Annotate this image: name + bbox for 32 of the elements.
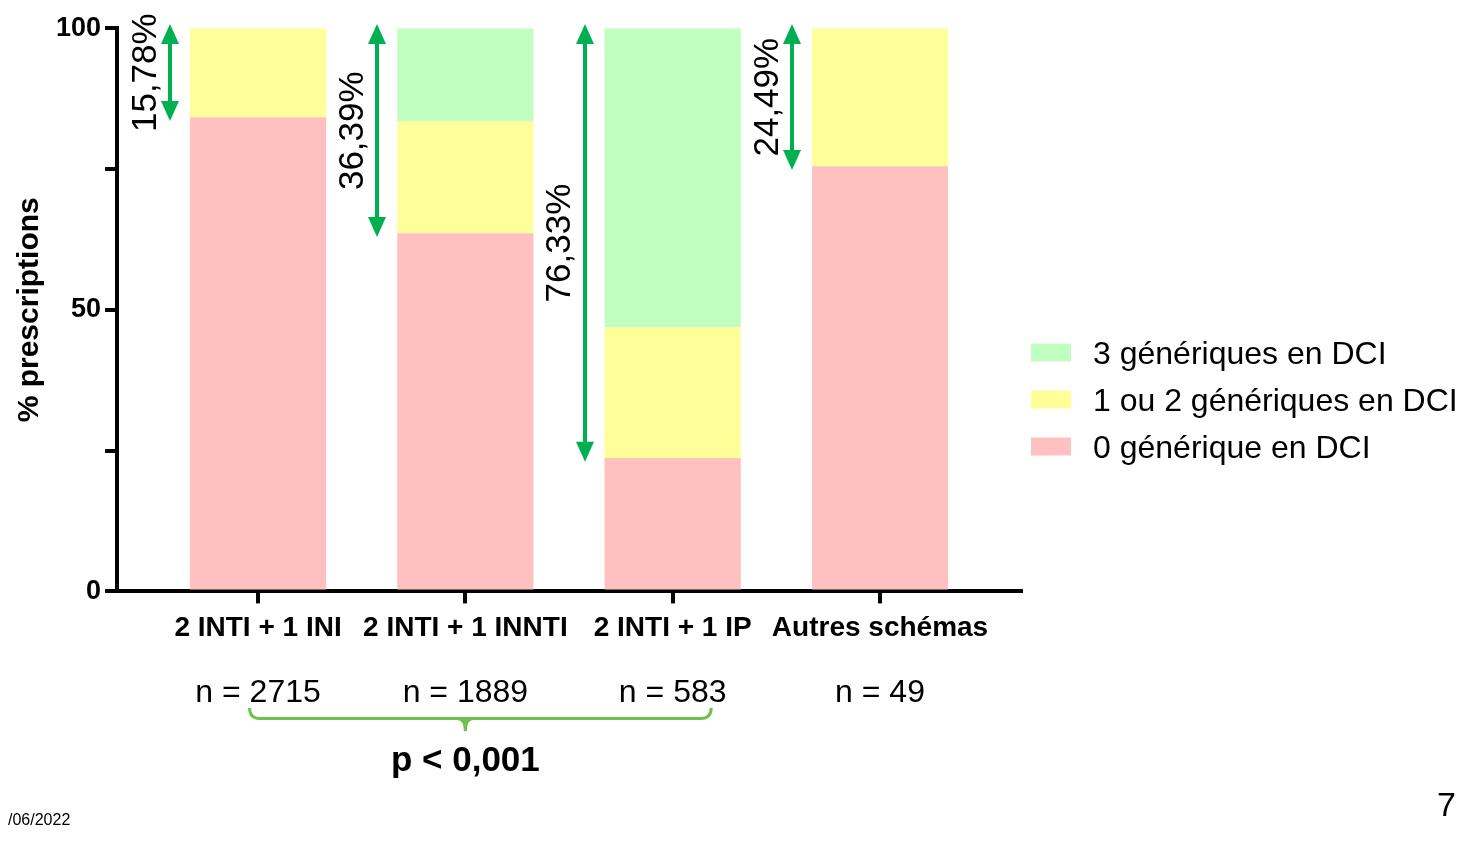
y-tick-label: 100 [55,11,102,42]
annotation: 24,49% [745,37,785,157]
legend-label: 3 génériques en DCI [1093,334,1387,372]
text: n = 583 [618,673,727,710]
text: /06/2022 [8,811,71,829]
annotation: 36,39% [330,71,370,191]
bar [604,327,741,458]
x-tick-label: Autres schémas [771,610,989,642]
annotation: 15,78% [123,13,163,133]
annotation: 76,33% [538,183,578,303]
bar [397,121,534,234]
text: p < 0,001 [390,739,540,779]
bar [397,28,534,122]
bar [189,117,327,590]
y-tick-label: 0 [86,574,102,605]
legend-label: 0 générique en DCI [1093,428,1371,466]
text: n = 1889 [402,673,529,710]
x-tick-label: 2 INTI + 1 INNTI [363,610,568,642]
bar [397,233,534,590]
x-tick-label: 2 INTI + 1 IP [593,610,752,642]
bar [811,166,949,590]
bar [811,28,949,167]
bar [189,28,327,118]
text: n = 49 [835,673,925,710]
bar [604,457,741,590]
text: 7 [1437,785,1456,824]
bar [604,28,741,328]
text: n = 2715 [195,673,321,710]
y-tick-label: 50 [71,293,102,324]
legend-label: 1 ou 2 génériques en DCI [1093,381,1458,419]
y-axis-title: % prescriptions [11,197,45,423]
x-tick-label: 2 INTI + 1 INI [174,610,342,642]
